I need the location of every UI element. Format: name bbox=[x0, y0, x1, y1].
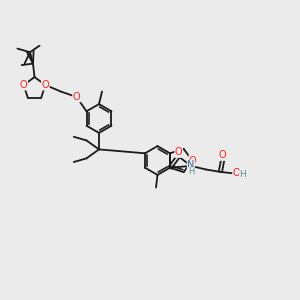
Text: O: O bbox=[73, 92, 80, 102]
Text: O: O bbox=[189, 155, 196, 166]
Text: O: O bbox=[219, 150, 226, 161]
Text: O: O bbox=[233, 168, 240, 178]
Text: O: O bbox=[20, 80, 28, 90]
Text: H: H bbox=[188, 167, 194, 176]
Text: H: H bbox=[239, 170, 246, 179]
Text: N: N bbox=[187, 160, 195, 170]
Text: O: O bbox=[175, 147, 182, 158]
Text: O: O bbox=[41, 80, 49, 90]
